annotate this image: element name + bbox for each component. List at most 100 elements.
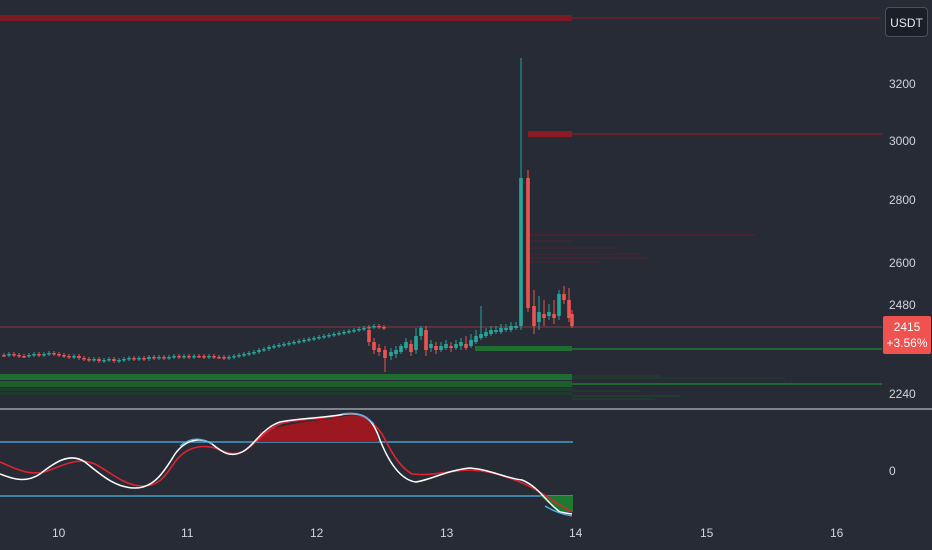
candle-body bbox=[567, 300, 571, 318]
candle-body bbox=[117, 360, 121, 362]
candle-body bbox=[547, 312, 551, 316]
candle-body bbox=[312, 338, 316, 340]
candle-body bbox=[217, 357, 221, 359]
candle-body bbox=[287, 343, 291, 345]
currency-button[interactable]: USDT bbox=[885, 7, 928, 37]
candle-body bbox=[122, 359, 126, 361]
support-zone-b bbox=[0, 381, 572, 387]
last-price-tag: 2415 +3.56% bbox=[883, 316, 931, 354]
candle-body bbox=[484, 332, 488, 336]
candle-body bbox=[207, 356, 211, 358]
osc-trough-highlight bbox=[544, 505, 573, 517]
candle-body bbox=[347, 331, 351, 333]
candle-body bbox=[187, 356, 191, 358]
candle-body bbox=[192, 356, 196, 358]
candle-body bbox=[377, 348, 381, 352]
candle-body bbox=[317, 337, 321, 339]
time-axis[interactable]: 10 11 12 13 14 15 16 bbox=[52, 526, 844, 540]
time-tick: 12 bbox=[310, 526, 324, 540]
last-price-change: +3.56% bbox=[886, 336, 928, 350]
time-tick: 15 bbox=[700, 526, 714, 540]
candle-body bbox=[297, 341, 301, 343]
candle-body bbox=[342, 332, 346, 334]
osc-slow-line bbox=[0, 412, 573, 513]
candle-body bbox=[222, 357, 226, 359]
candle-body bbox=[504, 328, 508, 330]
candle-body bbox=[474, 336, 478, 342]
price-panel bbox=[0, 15, 882, 400]
candle-body bbox=[7, 354, 11, 356]
candle-body bbox=[332, 334, 336, 336]
candle-body bbox=[17, 355, 21, 357]
candle-body bbox=[434, 346, 438, 350]
candle-body bbox=[72, 356, 76, 358]
candle-body bbox=[152, 357, 156, 359]
candle-body bbox=[107, 359, 111, 361]
candle-body bbox=[414, 336, 418, 350]
oscillator-panel bbox=[0, 412, 573, 517]
candle-body bbox=[444, 344, 448, 348]
candle-body bbox=[132, 358, 136, 360]
candle-body bbox=[12, 354, 16, 356]
price-axis[interactable]: 3200 3000 2800 2600 2480 2240 bbox=[889, 77, 916, 401]
candle-body bbox=[257, 350, 261, 352]
candle-body bbox=[272, 346, 276, 348]
osc-fast-line bbox=[0, 412, 573, 515]
candle-body bbox=[449, 346, 453, 348]
candle-body bbox=[127, 358, 131, 360]
candle-body bbox=[404, 342, 408, 348]
oscillator-tick: 0 bbox=[889, 464, 896, 478]
faint-support-zones bbox=[0, 375, 785, 400]
candle-body bbox=[42, 354, 46, 356]
candle-body bbox=[252, 352, 256, 354]
resistance-zone-top bbox=[0, 15, 572, 21]
candle-body bbox=[77, 356, 81, 358]
candle-body bbox=[62, 355, 66, 357]
candle-body bbox=[162, 357, 166, 359]
candle-body bbox=[514, 326, 518, 328]
candle-body bbox=[383, 350, 387, 358]
osc-peak-highlight bbox=[341, 412, 375, 425]
candle-body bbox=[562, 294, 566, 300]
candles bbox=[2, 58, 574, 372]
candle-body bbox=[570, 314, 574, 326]
candle-body bbox=[459, 342, 463, 346]
candle-body bbox=[372, 326, 376, 328]
candle-body bbox=[22, 356, 26, 358]
time-tick: 14 bbox=[569, 526, 583, 540]
oscillator-axis: 0 bbox=[889, 464, 896, 478]
candle-body bbox=[362, 328, 366, 330]
candle-body bbox=[57, 354, 61, 356]
candle-body bbox=[519, 178, 523, 326]
candle-body bbox=[409, 344, 413, 352]
candle-body bbox=[509, 326, 513, 330]
candle-body bbox=[499, 328, 503, 332]
candle-body bbox=[202, 356, 206, 358]
resistance-zone-3000 bbox=[528, 131, 572, 137]
candle-body bbox=[182, 356, 186, 358]
candle-body bbox=[52, 353, 56, 355]
support-zone-a bbox=[0, 374, 572, 380]
candle-body bbox=[532, 306, 536, 326]
candle-body bbox=[282, 344, 286, 346]
candle-body bbox=[262, 349, 266, 351]
support-zone-2415 bbox=[475, 346, 572, 351]
candle-body bbox=[167, 357, 171, 359]
candle-body bbox=[377, 326, 381, 328]
candle-body bbox=[227, 357, 231, 359]
candle-body bbox=[112, 359, 116, 361]
candle-body bbox=[454, 344, 458, 348]
candle-body bbox=[307, 339, 311, 341]
time-tick: 13 bbox=[440, 526, 454, 540]
candle-body bbox=[37, 354, 41, 356]
candle-body bbox=[237, 355, 241, 357]
time-tick: 10 bbox=[52, 526, 66, 540]
candle-body bbox=[267, 347, 271, 349]
osc-peak2-highlight bbox=[179, 438, 213, 447]
candle-body bbox=[424, 330, 428, 350]
candle-body bbox=[142, 358, 146, 360]
candle-body bbox=[469, 340, 473, 346]
price-tick: 3200 bbox=[889, 77, 916, 91]
candle-body bbox=[212, 356, 216, 358]
